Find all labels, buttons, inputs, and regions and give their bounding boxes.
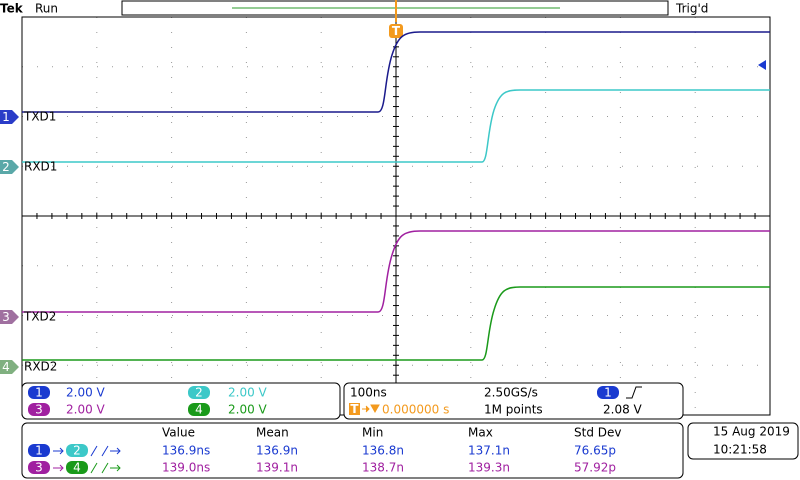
ch1-label: TXD1 (23, 110, 56, 124)
measurement-value: 57.92p (574, 461, 616, 475)
ch4-scale: 2.00 V (228, 403, 268, 417)
trace-txd1 (22, 31, 770, 113)
arrow (53, 447, 64, 455)
source-badge (28, 444, 50, 457)
measurement-value: 137.1n (468, 444, 510, 458)
trigger-slope-icon (626, 386, 642, 399)
trigger-position: 0.000000 s (382, 403, 449, 417)
ch3-marker (0, 310, 19, 324)
measurement-panel[interactable] (21, 422, 684, 479)
edge-icon (90, 462, 121, 474)
trigger-status: Trig'd (675, 2, 708, 16)
measurement-value: 136.8n (362, 444, 404, 458)
trace-rxd1 (22, 89, 770, 163)
ch2-badge (188, 386, 210, 399)
trace-txd2 (22, 230, 770, 313)
trigger-marker (389, 24, 403, 38)
ch2-number: 2 (2, 160, 10, 174)
column-header: Mean (256, 426, 289, 440)
ch2-scale: 2.00 V (228, 386, 268, 400)
measurement-value: 139.1n (256, 461, 298, 475)
ch4-badge (188, 403, 210, 416)
column-header: Max (468, 426, 493, 440)
ch4-number: 4 (2, 360, 10, 374)
ch3-scale: 2.00 V (66, 403, 106, 417)
target-number: 2 (73, 444, 81, 458)
column-header: Value (162, 426, 195, 440)
measurement-value: 76.65p (574, 444, 616, 458)
trigger-source-badge (597, 386, 619, 399)
target-badge (66, 461, 88, 474)
ch1-badge (28, 386, 50, 399)
arrow (53, 464, 64, 472)
ch4-badge-number: 4 (195, 403, 203, 417)
horizontal-scale: 100ns (350, 386, 387, 400)
trigger-source: 1 (604, 386, 612, 400)
ch1-badge-number: 1 (35, 386, 43, 400)
ch1-number: 1 (2, 110, 10, 124)
target-number: 4 (73, 461, 81, 475)
ch3-badge-number: 3 (35, 403, 43, 417)
ch1-scale: 2.00 V (66, 386, 106, 400)
record-length: 1M points (484, 403, 543, 417)
trace-rxd2 (22, 286, 770, 361)
trigger-pos-icon-label: T (350, 402, 359, 416)
ch2-badge-number: 2 (195, 386, 203, 400)
measurement-value: 136.9n (256, 444, 298, 458)
trigger-level: 2.08 V (603, 403, 643, 417)
ch2-marker (0, 160, 19, 174)
graticule (21, 16, 770, 416)
trigger-marker-label: T (392, 24, 401, 38)
measurement-value: 136.9ns (162, 444, 210, 458)
sample-rate: 2.50GS/s (484, 386, 538, 400)
trigger-pos-arrow (362, 404, 380, 414)
channel-scale-panel[interactable] (21, 382, 341, 420)
channel-markers: 1 TXD1 2 RXD1 3 TXD2 4 RXD2 (0, 110, 57, 374)
trigger-pos-icon (349, 403, 360, 415)
source-badge (28, 461, 50, 474)
ch3-number: 3 (2, 310, 10, 324)
source-number: 3 (35, 461, 43, 475)
measurement-value: 139.0ns (162, 461, 210, 475)
column-header: Min (362, 426, 383, 440)
column-header: Std Dev (574, 426, 621, 440)
target-badge (66, 444, 88, 457)
time: 10:21:58 (713, 443, 767, 457)
ch2-label: RXD1 (24, 160, 57, 174)
ch1-marker (0, 110, 19, 124)
brand: Tek (0, 2, 24, 16)
trigger-level-marker (758, 60, 766, 70)
ch3-label: TXD2 (23, 310, 56, 324)
date: 15 Aug 2019 (713, 425, 790, 439)
ch4-marker (0, 360, 19, 374)
edge-icon (90, 445, 121, 457)
datetime-panel (687, 422, 799, 460)
ch3-badge (28, 403, 50, 416)
source-number: 1 (35, 444, 43, 458)
run-state: Run (35, 2, 58, 16)
measurement-value: 138.7n (362, 461, 404, 475)
measurement-table: Value Mean Min Max Std Dev 1 2 136.9ns 136.9n 136… (28, 426, 621, 475)
ch4-label: RXD2 (24, 360, 57, 374)
measurement-value: 139.3n (468, 461, 510, 475)
